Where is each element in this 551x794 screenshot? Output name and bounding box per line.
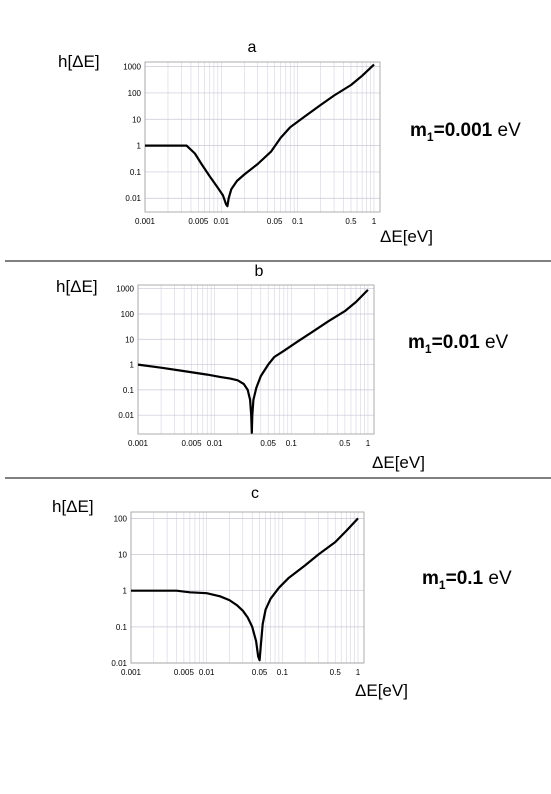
y-tick-label: 100	[128, 89, 142, 98]
x-tick-label: 0.5	[330, 668, 342, 677]
x-axis-label: ΔE[eV]	[372, 453, 425, 472]
y-tick-label: 1000	[123, 63, 141, 72]
series-line	[131, 517, 359, 662]
y-tick-label: 0.1	[116, 623, 128, 632]
plot-frame	[144, 61, 381, 213]
chart-title: a	[248, 39, 257, 56]
chart-panel-b: 0.001 0.005 0.01 0.05 0.1 0.5 1 0.01 0.1 1 10 100 10…	[56, 263, 509, 472]
mass-annotation: m1=0.001 eV	[410, 120, 521, 144]
x-tick-label: 0.005	[182, 439, 203, 448]
x-tick-label: 0.01	[199, 668, 215, 677]
y-tick-label: 1000	[116, 285, 134, 294]
x-tick-label: 0.05	[260, 439, 276, 448]
mass-annotation: m1=0.01 eV	[408, 332, 509, 356]
y-tick-label: 10	[125, 335, 134, 344]
series-line	[145, 63, 375, 208]
plot-frame	[130, 511, 365, 664]
x-tick-label: 0.05	[252, 668, 268, 677]
x-tick-label: 0.1	[286, 439, 298, 448]
y-tick-label: 1	[123, 587, 128, 596]
x-tick-label: 0.5	[339, 439, 351, 448]
x-tick-label: 0.05	[267, 217, 283, 226]
x-tick-label: 0.005	[188, 217, 209, 226]
y-axis-label: h[ΔE]	[56, 277, 98, 296]
y-tick-label: 0.01	[118, 411, 134, 420]
y-tick-label: 1	[137, 142, 142, 151]
x-tick-label: 0.001	[135, 217, 156, 226]
plot-frame	[137, 284, 375, 435]
chart-title: c	[251, 485, 259, 502]
y-tick-label: 100	[121, 310, 135, 319]
y-tick-label: 1	[130, 361, 135, 370]
y-tick-label: 0.1	[123, 386, 135, 395]
chart-panel-c: 0.001 0.005 0.01 0.05 0.1 0.5 1 0.01 0.1 1 10 100 c h…	[52, 485, 512, 700]
x-tick-label: 0.5	[345, 217, 357, 226]
y-tick-label: 0.01	[125, 194, 141, 203]
x-tick-label: 0.1	[292, 217, 304, 226]
chart-panel-a: 0.001 0.005 0.01 0.05 0.1 0.5 1 0.01 0.1 1 10 100 10…	[58, 39, 521, 246]
x-tick-label: 0.01	[214, 217, 230, 226]
x-axis-label: ΔE[eV]	[380, 227, 433, 246]
y-axis-label: h[ΔE]	[58, 52, 100, 71]
y-tick-label: 0.1	[130, 168, 142, 177]
y-tick-label: 10	[132, 115, 141, 124]
y-tick-label: 10	[118, 551, 127, 560]
x-tick-label: 0.1	[277, 668, 289, 677]
chart-title: b	[255, 263, 264, 280]
y-axis-label: h[ΔE]	[52, 497, 94, 516]
x-tick-label: 1	[366, 439, 371, 448]
x-tick-label: 1	[372, 217, 377, 226]
x-tick-label: 0.01	[207, 439, 223, 448]
x-tick-label: 0.001	[121, 668, 142, 677]
y-tick-label: 100	[114, 514, 128, 523]
x-tick-label: 1	[356, 668, 361, 677]
series-line	[137, 289, 369, 434]
mass-annotation: m1=0.1 eV	[422, 568, 512, 592]
x-tick-label: 0.001	[128, 439, 149, 448]
x-axis-label: ΔE[eV]	[355, 681, 408, 700]
x-tick-label: 0.005	[174, 668, 195, 677]
y-tick-label: 0.01	[111, 659, 127, 668]
